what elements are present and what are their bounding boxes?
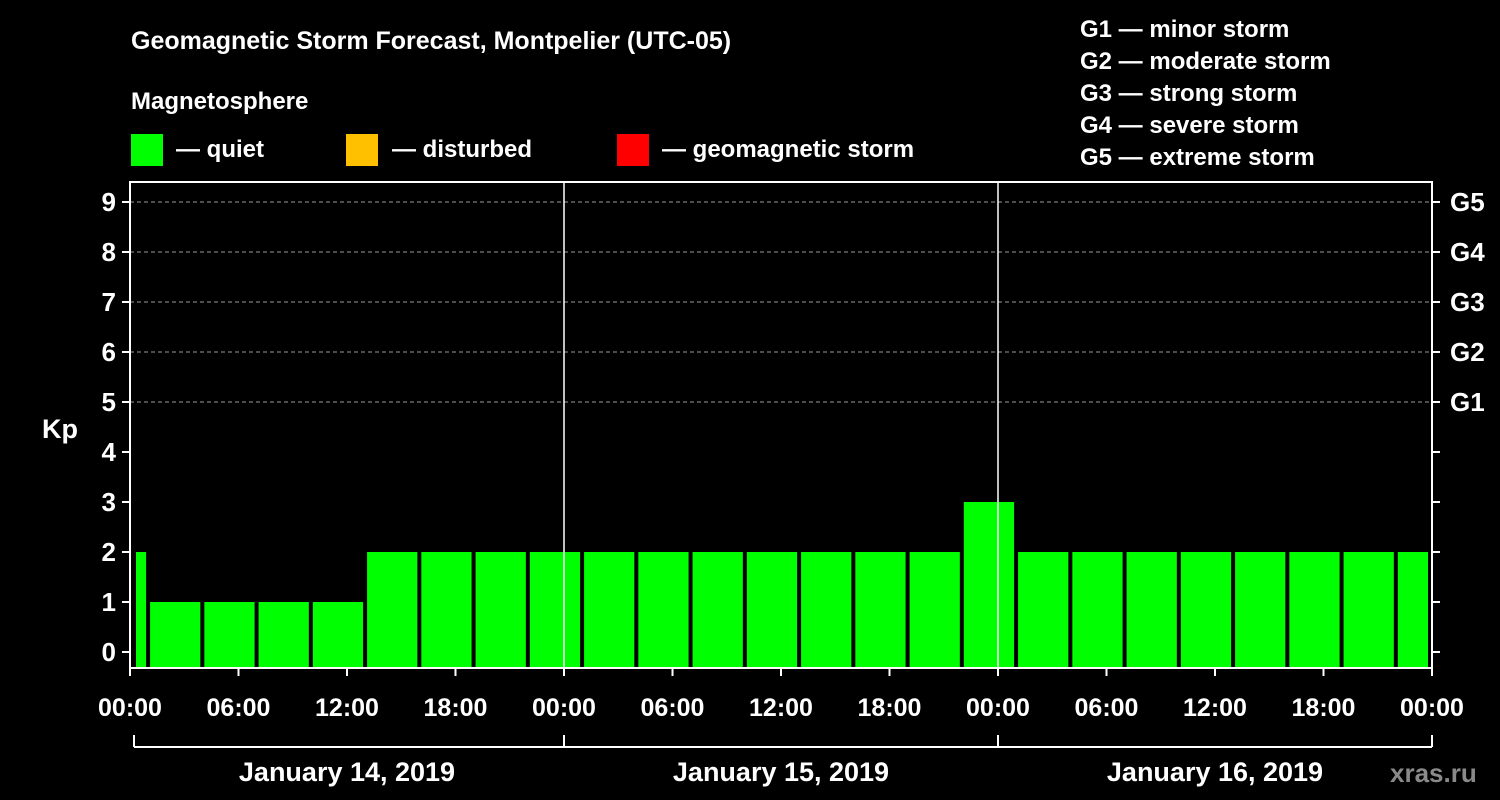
y-tick-label: 9 xyxy=(102,187,116,217)
date-label: January 15, 2019 xyxy=(673,757,889,787)
legend-label-storm: — geomagnetic storm xyxy=(662,136,914,163)
g-level-label-G2: G2 xyxy=(1450,337,1485,367)
x-tick-label: 06:00 xyxy=(207,694,271,722)
y-tick-label: 3 xyxy=(102,487,116,517)
kp-bar-16 xyxy=(963,502,1015,668)
date-label: January 14, 2019 xyxy=(239,757,455,787)
kp-bar-3 xyxy=(258,602,309,668)
y-tick-label: 0 xyxy=(102,637,116,667)
x-tick-label: 18:00 xyxy=(424,694,488,722)
legend-title: Magnetosphere xyxy=(131,88,308,115)
storm-scale-g5: G5 — extreme storm xyxy=(1080,144,1315,171)
kp-bar-5 xyxy=(367,552,418,668)
bars xyxy=(136,502,1428,668)
axes: 0 1 2 3 4 5 6 7 8 9 G1 G2 G3 G4 G5 00:00 06:00 12:00 18:00… xyxy=(98,181,1485,787)
chart-title: Geomagnetic Storm Forecast, Montpelier (… xyxy=(131,27,731,55)
kp-bar-19 xyxy=(1126,552,1177,668)
g-level-label-G4: G4 xyxy=(1450,237,1485,267)
y-tick-label: 2 xyxy=(102,537,116,567)
kp-bar-17 xyxy=(1018,552,1069,668)
kp-bar-0 xyxy=(136,552,147,668)
kp-bar-24 xyxy=(1397,552,1428,668)
kp-bar-1 xyxy=(150,602,201,668)
y-tick-label: 7 xyxy=(102,287,116,317)
kp-bar-4 xyxy=(312,602,364,668)
legend-swatch-storm xyxy=(617,134,649,166)
g-level-label-G3: G3 xyxy=(1450,287,1485,317)
x-tick-label: 06:00 xyxy=(641,694,705,722)
kp-bar-8 xyxy=(529,552,581,668)
legend-label-disturbed: — disturbed xyxy=(392,136,532,163)
y-tick-label: 8 xyxy=(102,237,116,267)
kp-bar-9 xyxy=(584,552,635,668)
kp-bar-6 xyxy=(421,552,472,668)
g-level-label-G1: G1 xyxy=(1450,387,1485,417)
y-tick-label: 1 xyxy=(102,587,116,617)
g-level-label-G5: G5 xyxy=(1450,187,1485,217)
kp-bar-11 xyxy=(692,552,743,668)
x-tick-label: 12:00 xyxy=(749,694,813,722)
y-tick-label: 4 xyxy=(102,437,117,467)
x-tick-label: 00:00 xyxy=(966,694,1030,722)
kp-bar-21 xyxy=(1235,552,1286,668)
x-tick-label: 00:00 xyxy=(1400,694,1464,722)
y-tick-label: 5 xyxy=(102,387,116,417)
kp-bar-13 xyxy=(801,552,852,668)
watermark: xras.ru xyxy=(1390,758,1477,788)
legend-swatch-disturbed xyxy=(346,134,378,166)
legend-label-quiet: — quiet xyxy=(176,136,264,163)
x-tick-label: 06:00 xyxy=(1075,694,1139,722)
kp-bar-22 xyxy=(1289,552,1340,668)
storm-scale-g1: G1 — minor storm xyxy=(1080,16,1289,43)
storm-scale-g3: G3 — strong storm xyxy=(1080,80,1297,107)
kp-bar-18 xyxy=(1072,552,1123,668)
y-axis-label: Kp xyxy=(42,414,78,444)
kp-bar-7 xyxy=(475,552,526,668)
kp-bar-2 xyxy=(204,602,255,668)
kp-bar-10 xyxy=(638,552,689,668)
storm-scale-g4: G4 — severe storm xyxy=(1080,112,1299,139)
kp-bar-23 xyxy=(1343,552,1394,668)
x-tick-label: 12:00 xyxy=(1183,694,1247,722)
x-tick-label: 00:00 xyxy=(532,694,596,722)
grid-lines xyxy=(130,201,1432,403)
date-label: January 16, 2019 xyxy=(1107,757,1323,787)
x-tick-label: 12:00 xyxy=(315,694,379,722)
kp-bar-20 xyxy=(1180,552,1232,668)
kp-bar-14 xyxy=(855,552,906,668)
legend-swatch-quiet xyxy=(131,134,163,166)
kp-bar-15 xyxy=(909,552,960,668)
storm-scale-g2: G2 — moderate storm xyxy=(1080,48,1331,75)
x-tick-label: 18:00 xyxy=(858,694,922,722)
x-tick-label: 18:00 xyxy=(1292,694,1356,722)
y-tick-label: 6 xyxy=(102,337,116,367)
kp-bar-12 xyxy=(746,552,798,668)
x-tick-label: 00:00 xyxy=(98,694,162,722)
